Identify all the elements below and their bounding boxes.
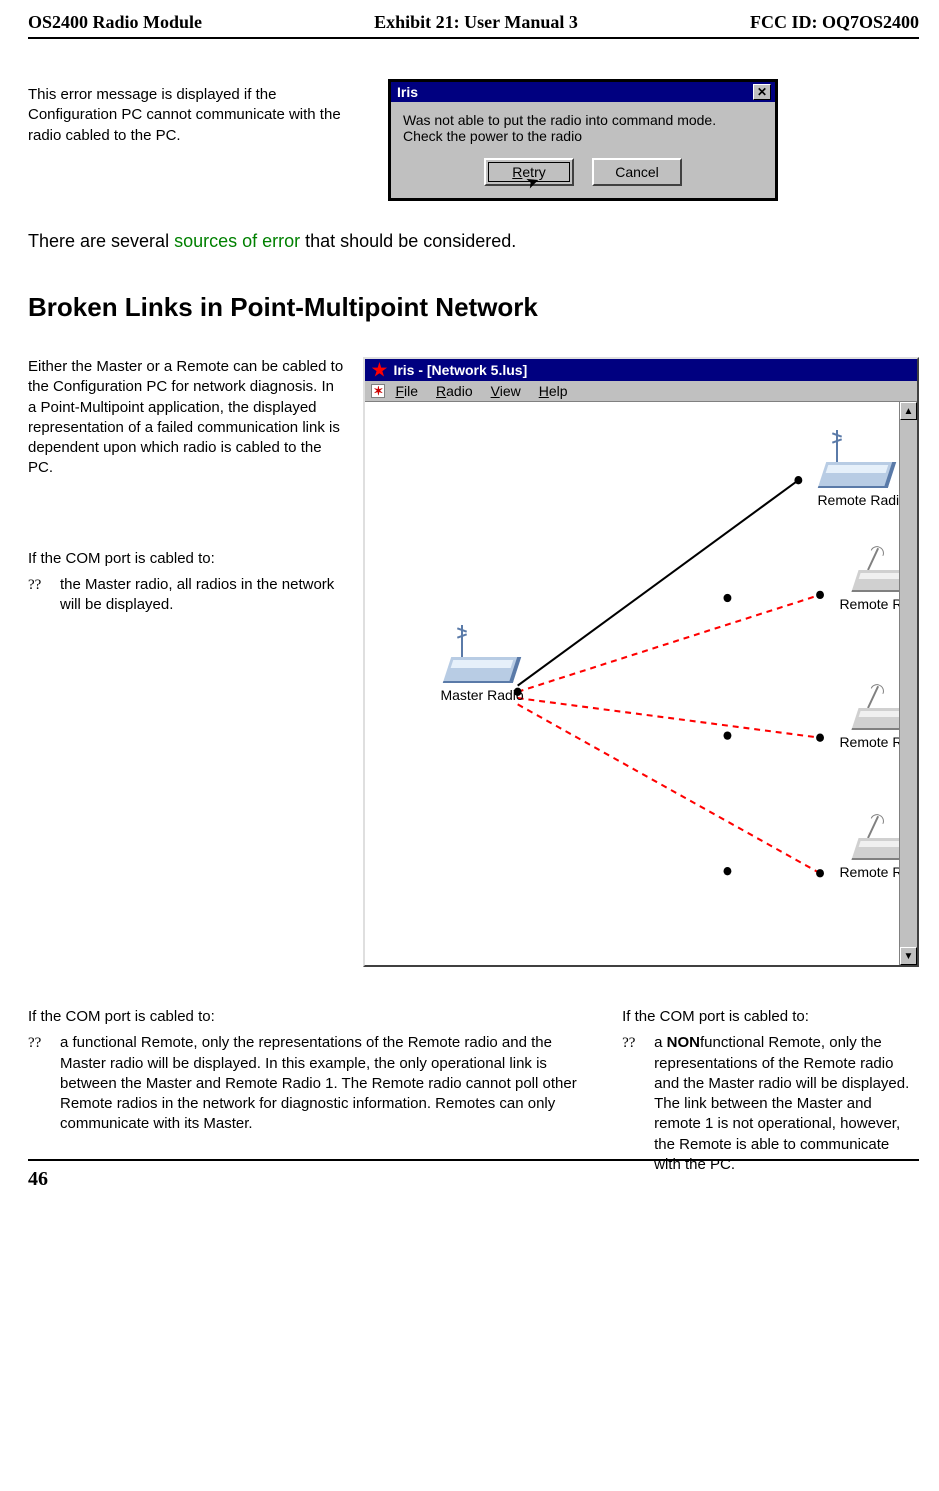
- vertical-scrollbar[interactable]: ▲ ▼: [899, 402, 917, 965]
- iris-menu-bar: File Radio View Help: [391, 383, 567, 399]
- error-caption-row: This error message is displayed if the C…: [28, 79, 919, 201]
- link-master-r3: [518, 698, 820, 738]
- dialog-button-row: Retry ➤ Cancel: [391, 150, 775, 198]
- com-port-heading-3: If the COM port is cabled to:: [622, 1007, 919, 1027]
- endpoint-dot: [817, 591, 825, 599]
- dialog-title-bar: Iris ✕: [391, 82, 775, 102]
- menu-radio[interactable]: Radio: [436, 383, 473, 399]
- com-port-list-3: ?? a NONfunctional Remote, only the repr…: [622, 1033, 919, 1175]
- bullet-bold-non: NON: [667, 1034, 700, 1051]
- page-header: OS2400 Radio Module Exhibit 21: User Man…: [28, 12, 919, 39]
- link-master-r2: [518, 595, 820, 692]
- menu-help[interactable]: Help: [539, 383, 568, 399]
- bullet-text: a NONfunctional Remote, only the represe…: [654, 1033, 919, 1175]
- com-port-heading-1: If the COM port is cabled to:: [28, 549, 345, 569]
- broken-links-para: Either the Master or a Remote can be cab…: [28, 357, 345, 479]
- retry-hotkey: R: [512, 164, 522, 180]
- list-item: ?? a functional Remote, only the represe…: [28, 1033, 582, 1134]
- antenna-icon: [836, 430, 838, 462]
- section-heading-broken-links: Broken Links in Point-Multipoint Network: [28, 292, 919, 323]
- com-port-heading-2: If the COM port is cabled to:: [28, 1007, 582, 1027]
- iris-app-icon: [371, 362, 387, 378]
- bullet-text: a functional Remote, only the representa…: [60, 1033, 582, 1134]
- broken-links-row: Either the Master or a Remote can be cab…: [28, 357, 919, 967]
- endpoint-dot: [817, 734, 825, 742]
- radio-icon: [443, 657, 521, 683]
- iris-error-dialog: Iris ✕ Was not able to put the radio int…: [388, 79, 778, 201]
- endpoint-dot: [724, 731, 732, 739]
- error-caption-text: This error message is displayed if the C…: [28, 79, 358, 146]
- dialog-body: Was not able to put the radio into comma…: [391, 102, 775, 150]
- bullet-marker: ??: [28, 575, 48, 616]
- menu-view[interactable]: View: [491, 383, 521, 399]
- cancel-button[interactable]: Cancel: [592, 158, 682, 186]
- endpoint-dot: [795, 476, 803, 484]
- footer-rule: [28, 1159, 919, 1161]
- retry-rest: etry: [522, 164, 545, 180]
- com-port-list-2: ?? a functional Remote, only the represe…: [28, 1033, 582, 1134]
- radio-icon: [818, 462, 896, 488]
- iris-title-text: Iris - [Network 5.lus]: [393, 362, 527, 378]
- retry-button[interactable]: Retry ➤: [484, 158, 574, 186]
- link-master-r1: [518, 480, 799, 685]
- close-icon[interactable]: ✕: [753, 84, 771, 100]
- bottom-right-column: If the COM port is cabled to: ?? a NONfu…: [622, 1007, 919, 1181]
- broken-links-left-column: Either the Master or a Remote can be cab…: [28, 357, 345, 621]
- bullet-post: functional Remote, only the representati…: [654, 1034, 909, 1173]
- iris-network-window: Iris - [Network 5.lus] ✶ File Radio View…: [363, 357, 919, 967]
- header-center: Exhibit 21: User Manual 3: [374, 12, 578, 33]
- remote-radio-1-label: Remote Radio: [817, 492, 907, 508]
- iris-mdi-bar: ✶ File Radio View Help: [365, 381, 917, 402]
- network-diagram-canvas: Master Radio Remote Radio Re: [365, 402, 917, 965]
- iris-title-bar: Iris - [Network 5.lus]: [365, 359, 917, 381]
- remote-radio-1-node[interactable]: Remote Radio: [807, 462, 907, 508]
- master-radio-node[interactable]: Master Radio: [440, 657, 523, 703]
- endpoint-dot: [817, 869, 825, 877]
- link-master-r4: [518, 704, 820, 873]
- document-page: OS2400 Radio Module Exhibit 21: User Man…: [0, 0, 939, 1201]
- endpoint-dot: [724, 867, 732, 875]
- dialog-message-line-1: Was not able to put the radio into comma…: [403, 112, 763, 128]
- endpoint-dot: [724, 594, 732, 602]
- intro-pre: There are several: [28, 231, 174, 251]
- bullet-text: the Master radio, all radios in the netw…: [60, 575, 345, 616]
- sources-of-error-link[interactable]: sources of error: [174, 231, 300, 251]
- bottom-left-column: If the COM port is cabled to: ?? a funct…: [28, 1007, 582, 1181]
- antenna-icon: [461, 625, 463, 657]
- header-right: FCC ID: OQ7OS2400: [750, 12, 919, 33]
- list-item: ?? a NONfunctional Remote, only the repr…: [622, 1033, 919, 1175]
- bottom-columns: If the COM port is cabled to: ?? a funct…: [28, 1007, 919, 1181]
- list-item: ?? the Master radio, all radios in the n…: [28, 575, 345, 616]
- com-port-list-1: ?? the Master radio, all radios in the n…: [28, 575, 345, 616]
- dialog-message-line-2: Check the power to the radio: [403, 128, 763, 144]
- page-number: 46: [28, 1168, 48, 1191]
- bullet-pre: a: [654, 1034, 667, 1051]
- document-icon: ✶: [371, 384, 385, 398]
- intro-sources-line: There are several sources of error that …: [28, 231, 919, 252]
- dialog-title-text: Iris: [397, 84, 418, 100]
- scroll-up-icon[interactable]: ▲: [900, 402, 917, 420]
- intro-post: that should be considered.: [300, 231, 516, 251]
- master-radio-label: Master Radio: [440, 687, 523, 703]
- bullet-marker: ??: [28, 1033, 48, 1134]
- header-left: OS2400 Radio Module: [28, 12, 202, 33]
- scroll-down-icon[interactable]: ▼: [900, 947, 917, 965]
- menu-file[interactable]: File: [395, 383, 418, 399]
- bullet-marker: ??: [622, 1033, 642, 1175]
